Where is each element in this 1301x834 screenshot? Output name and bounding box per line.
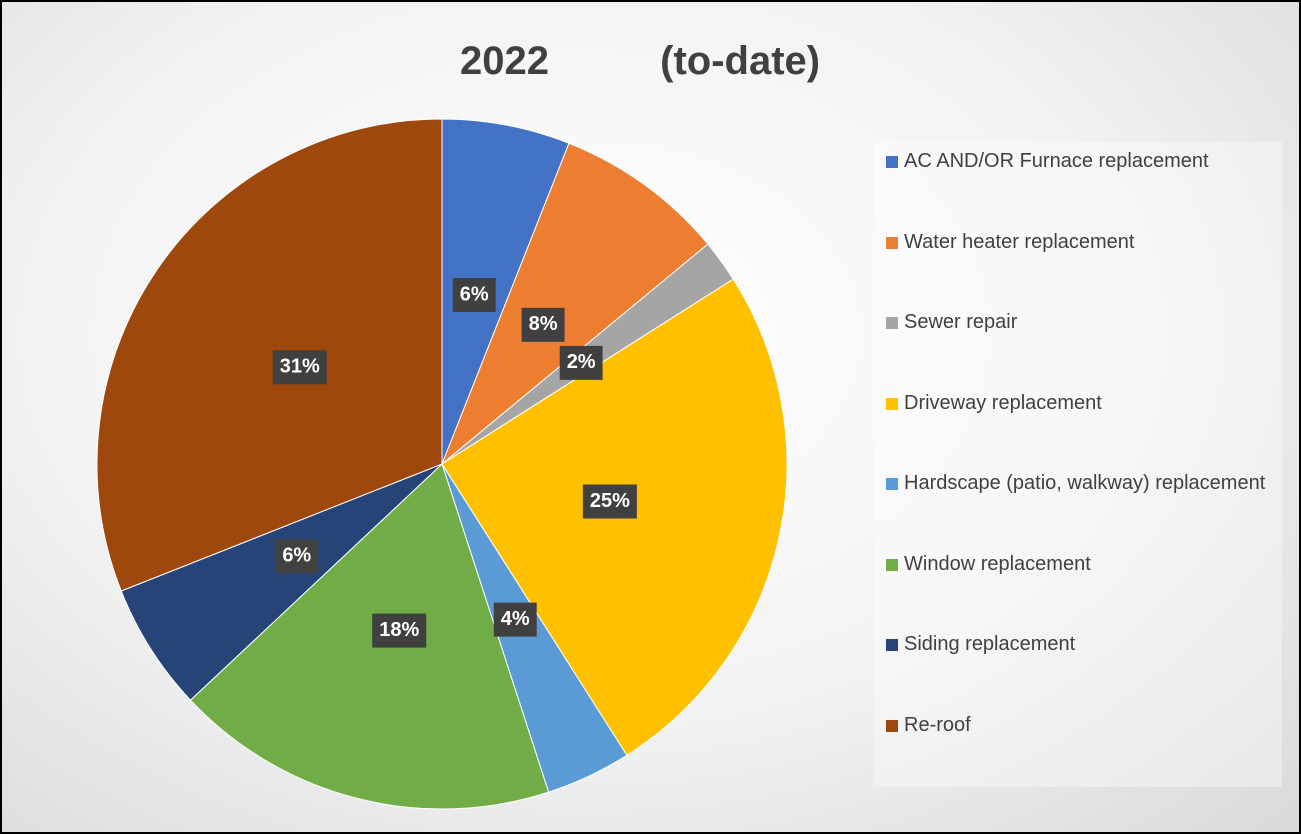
data-label-box bbox=[275, 539, 319, 574]
data-label: 8% bbox=[521, 307, 565, 342]
legend-label: Hardscape (patio, walkway) replacement bbox=[904, 472, 1266, 494]
data-label-text: 18% bbox=[379, 619, 419, 641]
data-label-box bbox=[493, 602, 537, 637]
legend-swatch bbox=[886, 156, 898, 168]
legend-item: Water heater replacement bbox=[886, 229, 1276, 256]
pie-slice bbox=[441, 118, 570, 465]
data-label-box bbox=[452, 278, 496, 313]
legend-swatch bbox=[886, 719, 898, 732]
data-label: 25% bbox=[582, 484, 637, 519]
data-label-box bbox=[521, 307, 565, 342]
data-label-text: 6% bbox=[460, 283, 489, 305]
legend-swatch bbox=[886, 558, 898, 571]
legend-label: Siding replacement bbox=[904, 633, 1076, 655]
data-label-text: 4% bbox=[501, 608, 530, 630]
legend-item: AC AND/OR Furnace replacement bbox=[886, 148, 1276, 175]
pie-slice bbox=[96, 118, 443, 592]
legend-label: Water heater replacement bbox=[904, 230, 1135, 253]
legend-item: Window replacement bbox=[886, 551, 1276, 578]
legend-swatch bbox=[886, 236, 898, 249]
data-label-box bbox=[272, 350, 327, 385]
data-label-text: 2% bbox=[567, 351, 596, 373]
data-label-text: 31% bbox=[280, 356, 320, 378]
legend-label: Sewer repair bbox=[904, 311, 1018, 333]
legend-label: Driveway replacement bbox=[904, 391, 1102, 414]
legend-swatch bbox=[886, 478, 898, 490]
data-label: 6% bbox=[452, 278, 496, 313]
data-label-text: 25% bbox=[590, 490, 630, 512]
legend-label: AC AND/OR Furnace replacement bbox=[904, 150, 1209, 172]
pie-slice bbox=[441, 142, 709, 465]
legend-item: Hardscape (patio, walkway) replacement bbox=[886, 470, 1276, 497]
data-label-box bbox=[559, 345, 603, 380]
data-label: 4% bbox=[493, 602, 537, 637]
data-label: 31% bbox=[272, 350, 327, 385]
legend: AC AND/OR Furnace replacement Water heate… bbox=[874, 142, 1282, 787]
legend-label: Re-roof bbox=[904, 713, 971, 736]
pie-slice bbox=[189, 463, 550, 810]
data-label: 2% bbox=[559, 345, 603, 380]
chart-title: 2022 (to-date) bbox=[460, 39, 820, 83]
data-label-box bbox=[582, 484, 637, 519]
legend-item: Sewer repair bbox=[886, 309, 1276, 336]
legend-item: Driveway replacement bbox=[886, 390, 1276, 417]
data-label-text: 8% bbox=[529, 313, 558, 335]
data-label-text: 6% bbox=[282, 544, 311, 566]
data-label: 6% bbox=[275, 539, 319, 574]
legend-label: Window replacement bbox=[904, 552, 1091, 575]
legend-swatch bbox=[886, 317, 898, 329]
legend-swatch bbox=[886, 397, 898, 410]
data-label-box bbox=[372, 613, 427, 648]
legend-item: Re-roof bbox=[886, 712, 1276, 739]
data-label: 18% bbox=[372, 613, 427, 648]
legend-item: Siding replacement bbox=[886, 631, 1276, 658]
legend-swatch bbox=[886, 639, 898, 651]
pie-slice bbox=[120, 463, 443, 701]
